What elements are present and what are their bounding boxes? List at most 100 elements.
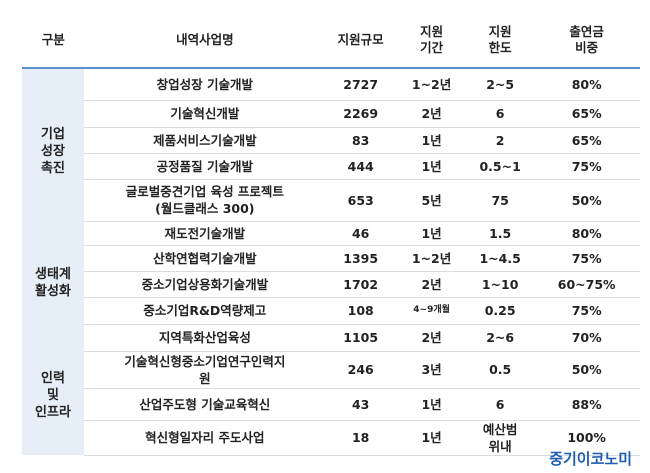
cell: 75% [533, 153, 640, 180]
cell: 653 [325, 179, 397, 222]
cell: 1년 [396, 153, 467, 180]
cell: 2~5 [466, 68, 534, 101]
cell: 80% [533, 221, 640, 246]
cell: 1.5 [466, 221, 534, 246]
cell: 50% [533, 351, 640, 389]
cell: 75 [466, 179, 534, 222]
group-cell [22, 221, 85, 245]
cell: 지역특화산업육성 [84, 324, 326, 352]
cell: 1~2년 [396, 68, 467, 101]
cell: 글로벌중견기업 육성 프로젝트 (월드클래스 300) [84, 179, 326, 222]
table-row: 글로벌중견기업 육성 프로젝트 (월드클래스 300) 653 5년 75 50% [22, 179, 640, 222]
cell: 2년 [396, 271, 467, 298]
header-cell: 지원규모 [325, 12, 397, 69]
cell: 중소기업상용화기술개발 [84, 271, 326, 298]
cell: 65% [533, 100, 640, 128]
group-cell [22, 271, 85, 297]
cell: 108 [325, 297, 397, 325]
cell: 1년 [396, 127, 467, 154]
cell: 중소기업R&D역량제고 [84, 297, 326, 325]
group-label: 기업 성장 촉진 [41, 127, 65, 176]
cell: 88% [533, 388, 640, 421]
cell: 43 [325, 388, 397, 421]
header-cell: 출연금 비중 [533, 12, 640, 69]
cell: 60~75% [533, 271, 640, 298]
table-row: 재도전기술개발 46 1년 1.5 80% [22, 221, 640, 246]
cell: 246 [325, 351, 397, 389]
cell: 1~2년 [396, 245, 467, 272]
cell: 1702 [325, 271, 397, 298]
cell: 산업주도형 기술교육혁신 [84, 388, 326, 421]
group-cell [22, 420, 85, 455]
table-row: 공정품질 기술개발 444 1년 0.5~1 75% [22, 153, 640, 180]
table-body: 창업성장 기술개발 2727 1~2년 2~5 80% 기술혁신개발 2269 2년 6 65% 제… [22, 68, 640, 456]
table-row: 산업주도형 기술교육혁신 43 1년 6 88% [22, 388, 640, 421]
cell: 444 [325, 153, 397, 180]
table-row: 기술혁신형중소기업연구인력지 원 246 3년 0.5 50% [22, 351, 640, 389]
cell: 1년 [396, 388, 467, 421]
cell: 재도전기술개발 [84, 221, 326, 246]
group-cell [22, 245, 85, 271]
cell: 혁신형일자리 주도사업 [84, 420, 326, 456]
group-label: 생태계 활성화 [35, 267, 71, 299]
group-label: 인력 및 인프라 [35, 371, 71, 420]
table-row: 중소기업R&D역량제고 108 4~9개월 0.25 75% [22, 297, 640, 325]
header-cell: 지원 한도 [466, 12, 534, 69]
cell: 2년 [396, 100, 467, 128]
group-cell [22, 68, 85, 100]
group-cell [22, 127, 85, 153]
cell: 46 [325, 221, 397, 246]
table-row: 중소기업상용화기술개발 1702 2년 1~10 60~75% [22, 271, 640, 298]
cell: 18 [325, 420, 397, 456]
cell: 75% [533, 245, 640, 272]
group-cell [22, 179, 85, 221]
cell: 5년 [396, 179, 467, 222]
cell: 0.25 [466, 297, 534, 325]
cell: 0.5 [466, 351, 534, 389]
cell: 6 [466, 388, 534, 421]
cell: 1395 [325, 245, 397, 272]
watermark: 중기이코노미 [549, 450, 632, 468]
table: 구분 내역사업명 지원규모 지원 기간 지원 한도 출연금 비중 창업성장 기술개발 272… [22, 12, 640, 456]
cell: 80% [533, 68, 640, 101]
header-cell: 구분 [22, 12, 85, 69]
cell: 4~9개월 [396, 297, 467, 325]
cell: 83 [325, 127, 397, 154]
cell: 제품서비스기술개발 [84, 127, 326, 154]
header-cell: 내역사업명 [84, 12, 326, 69]
cell: 75% [533, 297, 640, 325]
cell: 50% [533, 179, 640, 222]
table-row: 혁신형일자리 주도사업 18 1년 예산범 위내 100% [22, 420, 640, 456]
cell: 100% [533, 420, 640, 456]
cell: 산학연협력기술개발 [84, 245, 326, 272]
cell: 2 [466, 127, 534, 154]
group-cell [22, 153, 85, 179]
cell: 예산범 위내 [466, 420, 534, 456]
group-cell [22, 351, 85, 388]
cell: 6 [466, 100, 534, 128]
group-cell [22, 388, 85, 420]
table-row: 창업성장 기술개발 2727 1~2년 2~5 80% [22, 68, 640, 101]
cell: 65% [533, 127, 640, 154]
cell: 1년 [396, 420, 467, 456]
table-row: 기술혁신개발 2269 2년 6 65% [22, 100, 640, 128]
group-cell [22, 297, 85, 324]
cell: 1년 [396, 221, 467, 246]
cell: 기술혁신개발 [84, 100, 326, 128]
table-row: 지역특화산업육성 1105 2년 2~6 70% [22, 324, 640, 352]
cell: 2269 [325, 100, 397, 128]
cell: 2년 [396, 324, 467, 352]
group-cell [22, 324, 85, 351]
table-row: 산학연협력기술개발 1395 1~2년 1~4.5 75% [22, 245, 640, 272]
cell: 1~4.5 [466, 245, 534, 272]
cell: 1105 [325, 324, 397, 352]
table-row: 제품서비스기술개발 83 1년 2 65% [22, 127, 640, 154]
cell: 1~10 [466, 271, 534, 298]
cell: 2727 [325, 68, 397, 101]
cell: 창업성장 기술개발 [84, 68, 326, 101]
header-cell: 지원 기간 [396, 12, 467, 69]
cell: 3년 [396, 351, 467, 389]
group-cell [22, 100, 85, 127]
header-row: 구분 내역사업명 지원규모 지원 기간 지원 한도 출연금 비중 [22, 12, 640, 69]
